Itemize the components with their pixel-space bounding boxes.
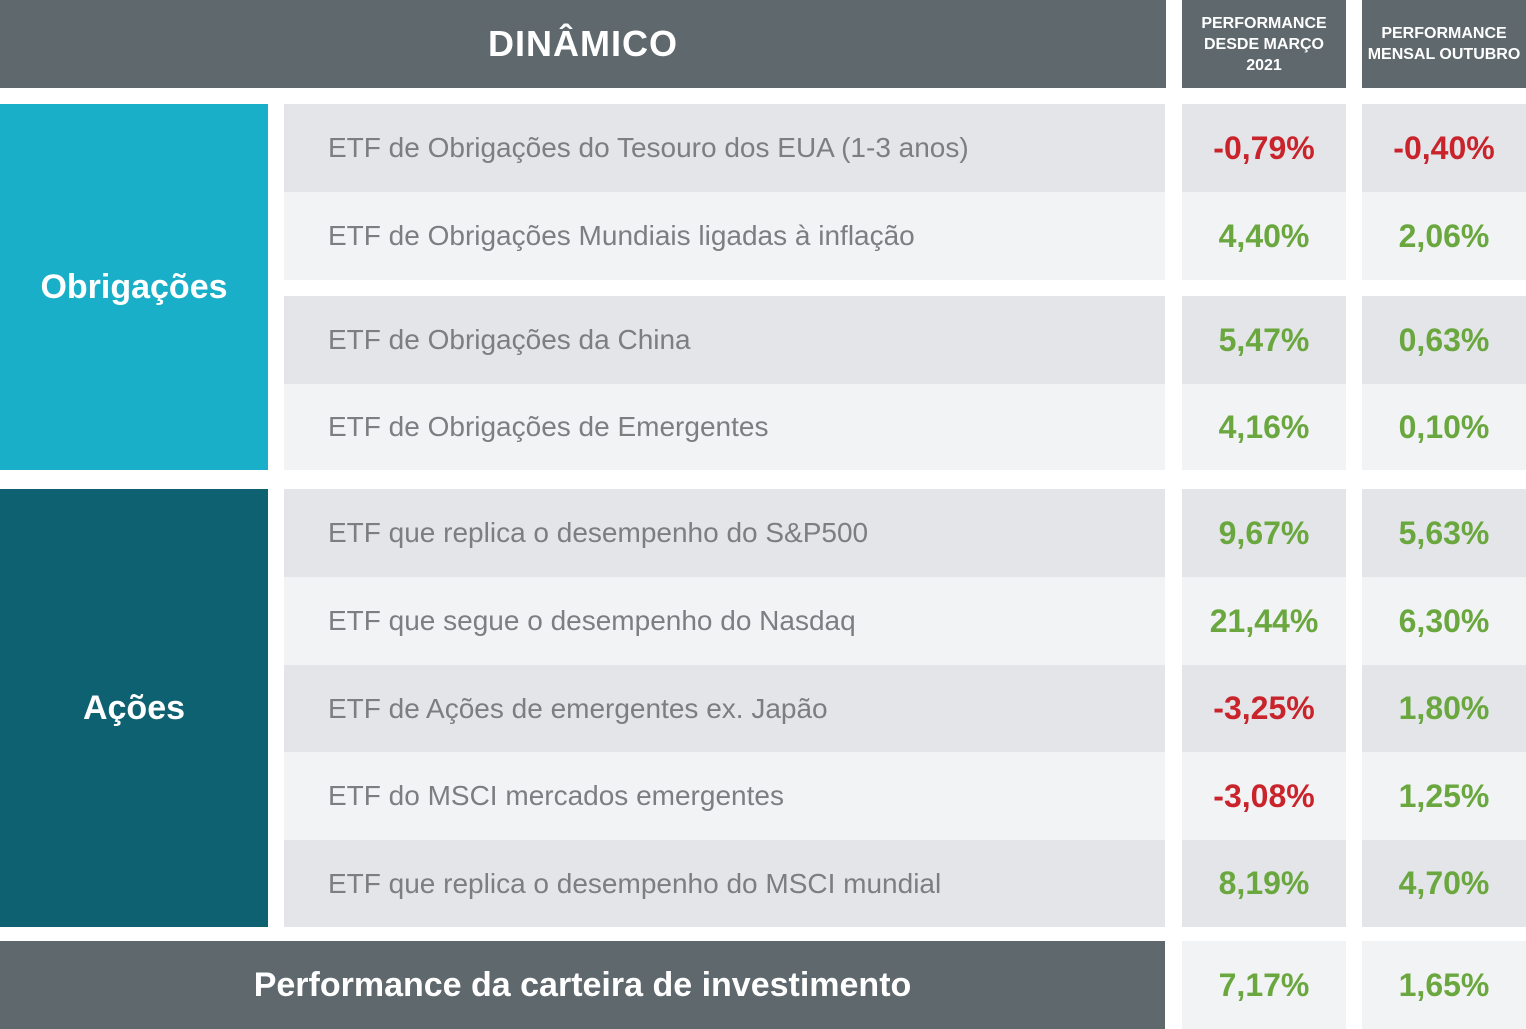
row-value-monthly: 0,10% bbox=[1362, 384, 1526, 470]
row-label: ETF de Ações de emergentes ex. Japão bbox=[284, 665, 1165, 752]
row-label: ETF que replica o desempenho do MSCI mun… bbox=[284, 840, 1165, 927]
row-label: ETF de Obrigações de Emergentes bbox=[284, 384, 1165, 470]
row-value-since-march: -3,08% bbox=[1182, 752, 1346, 840]
row-value-monthly: 5,63% bbox=[1362, 489, 1526, 577]
row-value-monthly: 4,70% bbox=[1362, 840, 1526, 927]
category-bonds: Obrigações bbox=[0, 104, 268, 470]
table-title: DINÂMICO bbox=[0, 0, 1166, 88]
row-value-since-march: 8,19% bbox=[1182, 840, 1346, 927]
column-header-monthly: PERFORMANCE MENSAL OUTUBRO bbox=[1362, 0, 1526, 88]
row-value-since-march: 5,47% bbox=[1182, 296, 1346, 384]
row-value-monthly: 2,06% bbox=[1362, 192, 1526, 280]
row-value-since-march: 4,16% bbox=[1182, 384, 1346, 470]
row-value-since-march: 9,67% bbox=[1182, 489, 1346, 577]
row-value-monthly: 1,80% bbox=[1362, 665, 1526, 752]
row-label: ETF de Obrigações do Tesouro dos EUA (1-… bbox=[284, 104, 1165, 192]
row-label: ETF que segue o desempenho do Nasdaq bbox=[284, 577, 1165, 665]
row-label: ETF de Obrigações da China bbox=[284, 296, 1165, 384]
row-value-monthly: 1,25% bbox=[1362, 752, 1526, 840]
row-value-since-march: 21,44% bbox=[1182, 577, 1346, 665]
portfolio-total-monthly: 1,65% bbox=[1362, 941, 1526, 1029]
row-value-monthly: 6,30% bbox=[1362, 577, 1526, 665]
portfolio-total-label: Performance da carteira de investimento bbox=[0, 941, 1165, 1029]
column-header-since-march: PERFORMANCE DESDE MARÇO 2021 bbox=[1182, 0, 1346, 88]
row-value-since-march: -3,25% bbox=[1182, 665, 1346, 752]
row-value-since-march: 4,40% bbox=[1182, 192, 1346, 280]
portfolio-total-since-march: 7,17% bbox=[1182, 941, 1346, 1029]
row-label: ETF do MSCI mercados emergentes bbox=[284, 752, 1165, 840]
row-label: ETF que replica o desempenho do S&P500 bbox=[284, 489, 1165, 577]
row-value-monthly: -0,40% bbox=[1362, 104, 1526, 192]
row-label: ETF de Obrigações Mundiais ligadas à inf… bbox=[284, 192, 1165, 280]
category-equity: Ações bbox=[0, 489, 268, 927]
row-value-monthly: 0,63% bbox=[1362, 296, 1526, 384]
row-value-since-march: -0,79% bbox=[1182, 104, 1346, 192]
